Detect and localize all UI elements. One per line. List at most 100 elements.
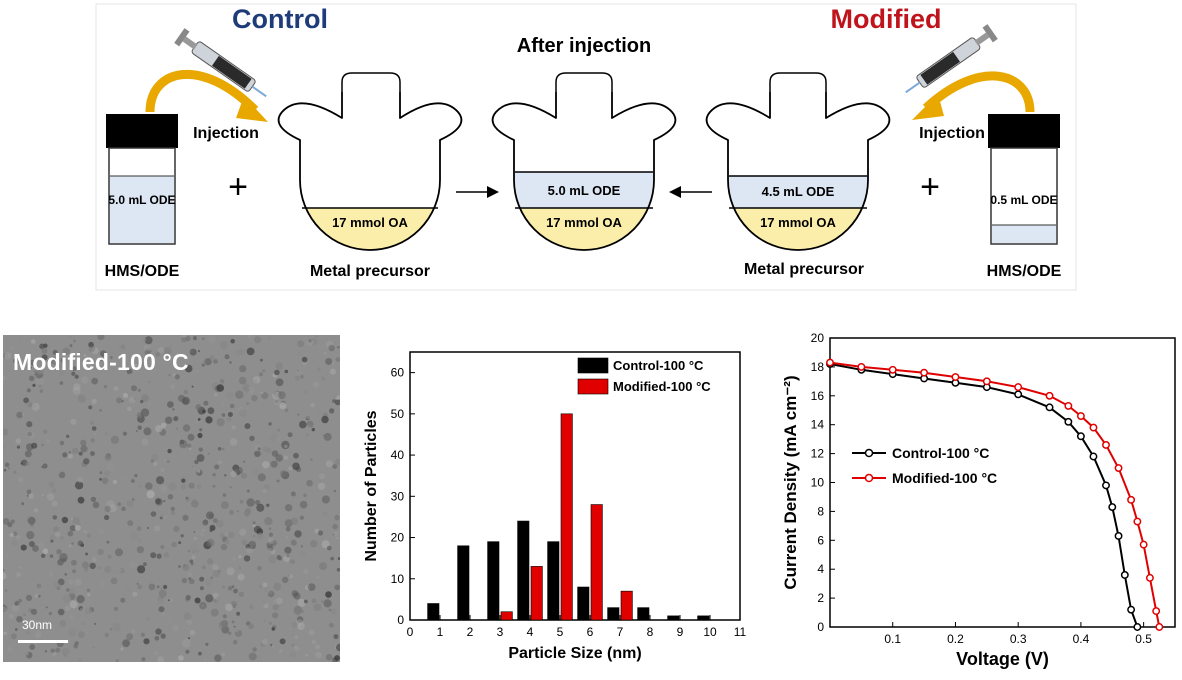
tem-particle xyxy=(218,460,223,465)
tem-particle xyxy=(189,559,194,564)
hist-x-tick-label: 4 xyxy=(527,625,534,639)
tem-particle xyxy=(243,555,251,562)
tem-particle xyxy=(160,587,163,590)
tem-particle xyxy=(222,447,225,451)
tem-particle xyxy=(278,649,283,653)
tem-particle xyxy=(288,574,291,577)
tem-particle xyxy=(228,631,232,635)
tem-particle xyxy=(184,364,193,373)
tem-particle xyxy=(126,368,133,375)
tem-particle xyxy=(290,559,295,565)
tem-particle xyxy=(198,447,203,452)
tem-particle xyxy=(323,599,332,608)
jv-point-modified xyxy=(1133,517,1142,526)
tem-particle xyxy=(113,569,119,575)
tem-particle xyxy=(115,659,119,662)
tem-particle xyxy=(78,606,84,611)
tem-particle xyxy=(251,395,258,402)
tem-particle xyxy=(244,387,250,393)
tem-particle xyxy=(279,638,286,645)
tem-particle xyxy=(214,654,222,662)
tem-particle xyxy=(122,477,127,482)
tem-particle xyxy=(84,567,88,572)
tem-particle xyxy=(163,458,167,462)
tem-particle xyxy=(14,600,20,606)
tem-particle xyxy=(91,377,99,385)
tem-particle xyxy=(99,408,103,412)
tem-particle xyxy=(332,464,338,469)
tem-particle xyxy=(296,369,299,372)
tem-particle xyxy=(78,451,83,456)
tem-particle xyxy=(293,605,303,615)
tem-particle xyxy=(47,359,51,363)
tem-particle xyxy=(64,573,68,576)
tem-particle xyxy=(299,515,304,520)
tem-particle xyxy=(68,614,74,620)
tem-particle xyxy=(170,506,175,511)
tem-particle xyxy=(68,587,76,595)
hist-y-label: Number of Particles xyxy=(363,410,380,561)
tem-particle xyxy=(27,402,33,408)
tem-particle xyxy=(197,349,201,353)
tem-particle xyxy=(80,439,87,446)
tem-particle xyxy=(315,651,322,659)
tem-particle xyxy=(275,454,284,462)
tem-particle xyxy=(235,466,243,475)
jv-y-tick-label: 0 xyxy=(817,620,824,634)
tem-particle xyxy=(106,540,110,544)
tem-particle xyxy=(262,461,270,469)
tem-particle xyxy=(25,462,30,466)
injection-right-label: Injection xyxy=(919,125,985,142)
tem-particle xyxy=(278,556,283,561)
tem-particle xyxy=(194,597,201,604)
tem-particle xyxy=(176,427,179,430)
tem-particle xyxy=(144,336,153,345)
tem-particle xyxy=(91,557,97,562)
tem-particle xyxy=(168,482,177,491)
tem-particle xyxy=(97,548,104,556)
tem-particle xyxy=(110,435,119,444)
flask-left-oa: 17 mmol OA xyxy=(332,215,408,230)
tem-particle xyxy=(156,585,160,589)
tem-particle xyxy=(156,553,162,559)
tem-particle xyxy=(178,565,181,568)
tem-particle xyxy=(334,399,340,406)
tem-particle xyxy=(182,424,191,432)
tem-particle xyxy=(69,600,78,609)
hist-bar-modified xyxy=(530,566,543,621)
hist-bar-modified xyxy=(500,611,513,621)
tem-particle xyxy=(315,644,321,650)
tem-particle xyxy=(171,541,177,548)
tem-particle xyxy=(279,402,287,410)
tem-particle xyxy=(238,566,242,570)
tem-particle xyxy=(297,598,306,607)
tem-particle xyxy=(185,594,191,601)
tem-particle xyxy=(59,370,65,377)
tem-particle xyxy=(81,376,89,384)
tem-particle xyxy=(232,557,236,561)
tem-particle xyxy=(43,343,48,348)
tem-particle xyxy=(317,473,322,478)
tem-particle xyxy=(76,595,85,604)
metal-precursor-right: Metal precursor xyxy=(744,261,864,278)
tem-particle xyxy=(137,425,142,430)
tem-particle xyxy=(209,354,214,360)
tem-particle xyxy=(244,498,251,505)
tem-particle xyxy=(57,402,61,406)
tem-particle xyxy=(253,525,262,534)
tem-particle xyxy=(216,418,225,427)
tem-particle xyxy=(60,536,64,540)
tem-particle xyxy=(39,389,44,393)
tem-particle xyxy=(153,650,159,656)
tem-particle xyxy=(150,511,157,517)
tem-particle xyxy=(94,432,97,436)
tem-particle xyxy=(299,420,307,429)
tem-particle xyxy=(65,588,70,592)
jv-point-modified xyxy=(1102,440,1110,449)
jv-y-tick-label: 6 xyxy=(817,533,824,547)
tem-particle xyxy=(163,552,170,558)
hist-x-tick-label: 8 xyxy=(647,625,654,639)
tem-particle xyxy=(183,564,186,568)
tem-particle xyxy=(246,546,254,554)
tem-particle xyxy=(98,356,103,362)
